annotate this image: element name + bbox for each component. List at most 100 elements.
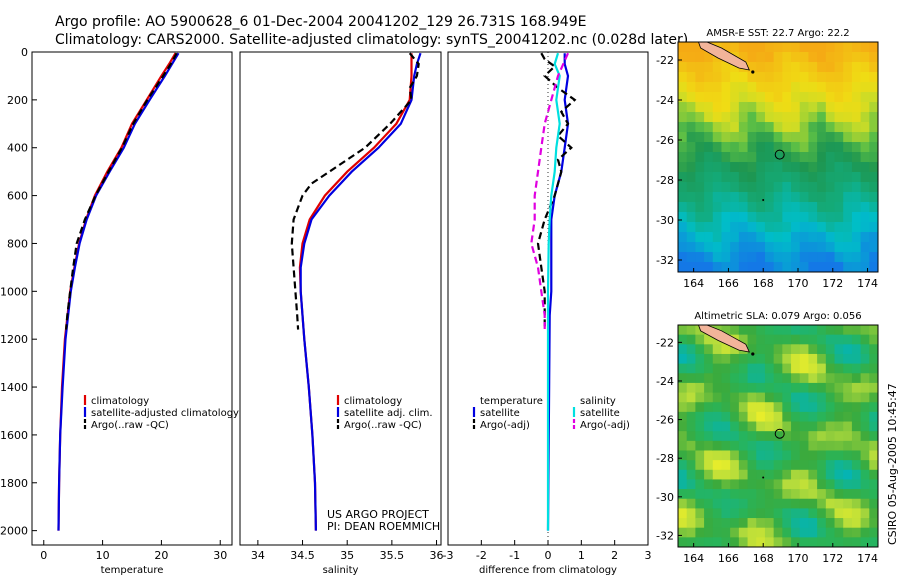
map-cell [817,508,827,519]
map-y-tick-label: -22 [656,54,674,67]
map-cell [747,102,757,113]
map-cell [869,72,878,83]
map-cell [782,252,792,263]
map-cell [756,212,766,223]
map-cell [808,152,818,163]
map-cell [747,222,757,233]
map-cell [695,373,705,384]
x-axis-label: difference from climatology [479,565,617,576]
map-cell [808,72,818,83]
map-cell [764,182,775,193]
map-cell [721,202,731,213]
map-cell [704,479,714,490]
map-cell [834,92,844,103]
map-x-tick-label: 168 [753,277,774,290]
island-dot [762,476,765,479]
map-cell [764,440,775,452]
map-cell [764,450,775,461]
map-cell [678,192,688,203]
map-cell [704,440,714,452]
map-cell [791,72,801,83]
map-cell [782,52,792,63]
map-cell [747,172,757,183]
map-cell [773,421,783,432]
axes-frame [239,51,442,546]
map-cell [747,373,757,384]
map-cell [730,460,740,471]
map-cell [747,411,757,423]
map-cell [860,392,870,403]
map-cell [738,363,749,374]
map-cell [791,344,801,355]
map-cell [808,518,818,529]
map-cell [712,508,723,519]
map-cell [773,252,783,263]
map-cell [756,262,766,272]
map-cell [860,222,870,233]
map-cell [791,460,801,471]
map-cell [773,353,783,365]
map-cell [791,431,801,442]
map-cell [799,72,810,83]
map-cell [730,122,740,133]
x-tick-label: -3 [443,549,454,562]
map-cell [721,373,731,384]
map-cell [704,382,714,394]
map-cell [756,325,766,336]
map-cell [764,132,775,143]
map-cell [843,518,853,529]
y-tick-label: 0 [21,46,28,59]
map-cell [843,489,853,500]
map-cell [704,82,714,93]
map-cell [869,132,878,143]
map-cell [817,518,827,529]
map-cell [764,112,775,123]
map-cell [721,498,731,509]
map-cell [704,373,714,384]
map-cell [843,252,853,263]
map-cell [860,152,870,163]
map-cell [782,182,792,193]
map-cell [747,382,757,394]
map-cell [747,363,757,374]
map-cell [782,527,792,538]
map-cell [851,182,862,193]
map-cell [704,212,714,223]
map-cell [825,411,836,423]
map-cell [808,262,818,272]
map-y-tick-label: -24 [656,375,674,388]
map-cell [869,252,878,263]
map-cell [773,440,783,452]
map-cell [678,82,688,93]
map-cell [678,508,688,519]
credit-line-1: US ARGO PROJECT [327,508,429,521]
map-cell [686,182,696,193]
map-cell [799,479,810,490]
map-cell [764,192,775,203]
map-cell [860,182,870,193]
map-cell [730,152,740,163]
map-cell [834,112,844,123]
map-cell [678,537,688,547]
sla-map-panel: 164 166 168 170 172 174 -22 -24 -26 -28 -30 -32 Alti… [656,311,879,565]
map-cell [686,392,696,403]
map-cell [712,222,723,233]
map-cell [851,82,862,93]
map-cell [869,479,878,490]
map-cell [721,42,731,53]
map-cell [843,334,853,345]
map-cell [851,92,862,103]
map-cell [686,102,696,113]
map-cell [834,242,844,253]
map-cell [764,363,775,374]
map-frame [677,324,879,548]
map-cell [851,450,862,461]
map-cell [799,508,810,519]
temperature-panel: 0 10 20 30 temperature 0 200 400 600 800 1000 1200 1… [0,46,239,576]
map-cell [730,262,740,272]
map-cell [869,152,878,163]
map-cell [704,92,714,103]
map-cell [712,162,723,173]
map-cell [843,132,853,143]
map-cell [791,518,801,529]
